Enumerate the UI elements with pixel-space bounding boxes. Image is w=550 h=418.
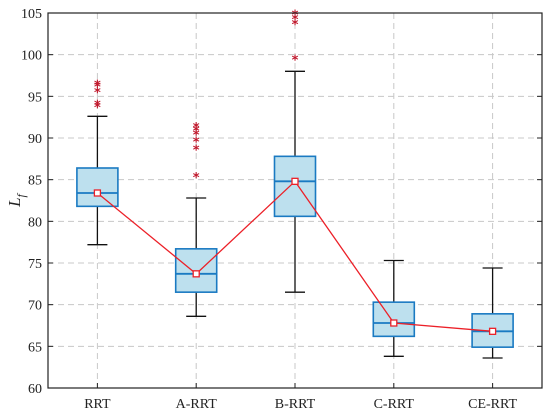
x-tick-label: B-RRT [275,397,316,412]
outlier-marker: * [292,54,299,69]
y-tick-label: 70 [28,299,42,314]
box-rrt: ***** [76,79,119,246]
mean-line-series [93,177,497,335]
mean-marker [192,270,200,278]
x-tick-label: A-RRT [176,397,218,412]
box-ce-rrt [471,267,514,359]
x-tick-label: C-RRT [374,397,415,412]
outlier-marker: * [94,99,101,114]
outlier-marker: * [193,129,200,144]
y-tick-label: 100 [21,49,42,64]
box-b-rrt: **** [273,9,317,293]
mean-marker [291,177,299,185]
y-tick-label: 85 [28,174,42,189]
outlier-marker: * [94,101,101,116]
outlier-marker: * [292,18,299,33]
outlier-marker: * [193,125,200,140]
y-tick-label: 90 [28,132,42,147]
mean-marker [488,327,497,335]
y-tick-label: 80 [28,215,42,230]
y-axis-label: Lf [5,192,28,207]
y-axis-label-subscript: f [14,192,28,197]
box-iqr [273,155,317,218]
y-tick-label: 105 [21,7,42,22]
outlier-marker: * [94,80,101,95]
box-series: *************** [76,9,514,359]
outlier-marker: * [193,144,200,159]
box-iqr [372,301,416,338]
mean-marker [390,319,398,327]
outlier-marker: * [193,135,200,150]
y-tick-label: 60 [28,382,42,397]
axis-ticks: 60 65 70 75 80 85 90 95 100 105 RRT A-RRT B-RRT C-RRT… [21,7,542,412]
y-tick-label: 75 [28,257,42,272]
outlier-marker: * [292,13,299,28]
box-a-rrt: ****** [174,121,218,317]
y-tick-label: 65 [28,340,42,355]
mean-marker [93,189,102,197]
x-tick-label: CE-RRT [468,397,517,412]
box-iqr [76,167,119,208]
x-tick-label: RRT [84,397,111,412]
outlier-marker: * [292,9,299,24]
outlier-marker: * [193,171,200,186]
outlier-marker: * [94,79,101,94]
outlier-marker: * [94,86,101,101]
y-axis-label-main: L [5,197,24,207]
y-tick-label: 95 [28,90,42,105]
outlier-marker: * [193,121,200,136]
box-c-rrt [372,259,416,357]
